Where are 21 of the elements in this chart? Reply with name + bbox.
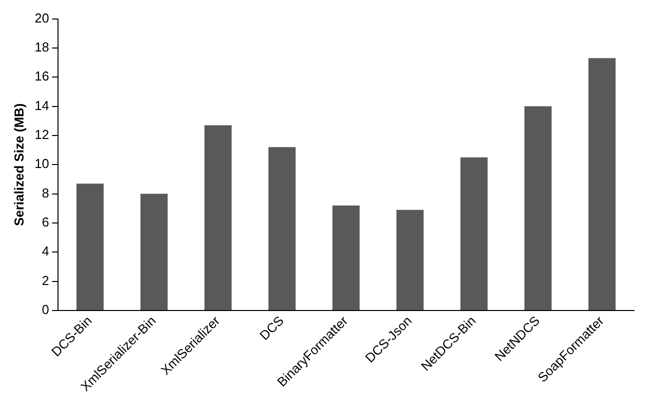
- bar: [76, 184, 104, 310]
- bar: [204, 125, 232, 310]
- y-tick-label: 16: [34, 68, 50, 84]
- bar: [524, 106, 552, 310]
- bar: [140, 194, 168, 310]
- bar: [268, 147, 296, 310]
- y-axis-title: Serialized Size (MB): [11, 103, 26, 226]
- y-tick-label: 20: [34, 10, 50, 26]
- y-tick-label: 18: [34, 40, 50, 55]
- y-tick-label: 4: [42, 244, 50, 259]
- bar: [332, 205, 360, 310]
- y-tick-label: 2: [42, 272, 50, 288]
- bar: [460, 157, 488, 310]
- bar: [396, 210, 424, 310]
- y-tick-label: 0: [42, 302, 50, 318]
- y-tick-label: 10: [34, 156, 50, 172]
- y-tick-label: 6: [42, 214, 50, 230]
- y-tick-label: 14: [34, 98, 50, 113]
- y-tick-label: 12: [34, 127, 50, 142]
- bar: [588, 58, 616, 310]
- y-tick-label: 8: [42, 185, 50, 200]
